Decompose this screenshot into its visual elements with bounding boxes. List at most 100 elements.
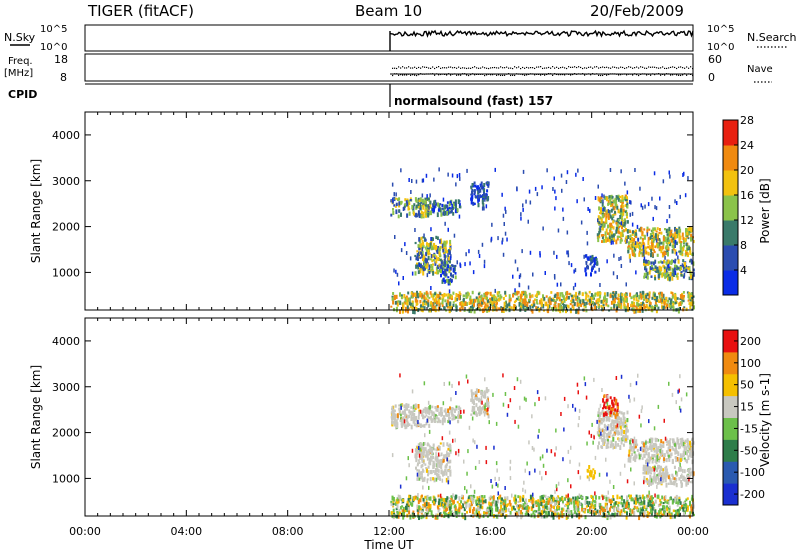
freq-point — [618, 67, 620, 69]
y-tick-label: 2000 — [52, 221, 80, 234]
heatmap-cell — [648, 228, 651, 231]
heatmap-cell — [391, 406, 394, 411]
heatmap-cell — [479, 188, 482, 193]
heatmap-cell — [598, 432, 601, 435]
heatmap-cell — [651, 481, 654, 485]
heatmap-cell — [447, 250, 450, 253]
heatmap-cell — [418, 515, 420, 521]
heatmap-cell — [508, 298, 511, 304]
heatmap-cell — [440, 464, 443, 470]
heatmap-cell — [644, 465, 647, 469]
heatmap-cell — [396, 272, 399, 277]
heatmap-cell — [415, 256, 418, 261]
heatmap-cell — [610, 440, 613, 444]
heatmap-cell — [687, 480, 689, 485]
heatmap-cell — [635, 454, 638, 459]
heatmap-cell — [533, 298, 536, 301]
heatmap-cell — [495, 297, 498, 301]
heatmap-cell — [461, 495, 464, 500]
heatmap-cell — [465, 294, 468, 299]
heatmap-cell — [522, 169, 525, 174]
heatmap-cell — [454, 208, 457, 214]
heatmap-cell — [440, 212, 443, 217]
heatmap-cell — [655, 444, 658, 448]
heatmap-cell — [660, 248, 663, 254]
heatmap-cell — [664, 472, 666, 477]
heatmap-cell — [391, 201, 394, 204]
heatmap-cell — [662, 471, 664, 477]
heatmap-cell — [671, 515, 674, 520]
colorbar-tick-label: 20 — [740, 164, 754, 177]
heatmap-cell — [607, 202, 610, 206]
heatmap-cell — [527, 285, 530, 290]
heatmap-cell — [615, 419, 618, 424]
heatmap-cell — [437, 246, 440, 251]
heatmap-cell — [639, 308, 641, 313]
heatmap-cell — [525, 294, 528, 299]
freq-point — [512, 74, 514, 76]
heatmap-cell — [423, 294, 426, 300]
heatmap-cell — [414, 306, 417, 309]
heatmap-cell — [504, 307, 507, 311]
heatmap-cell — [679, 301, 682, 306]
heatmap-cell — [427, 418, 430, 422]
heatmap-cell — [506, 303, 509, 309]
heatmap-cell — [405, 299, 408, 305]
heatmap-cell — [598, 197, 601, 203]
freq-tick-top: 18 — [54, 53, 68, 66]
heatmap-cell — [615, 199, 618, 205]
heatmap-cell — [410, 417, 413, 422]
heatmap-cell — [678, 443, 681, 446]
heatmap-cell — [604, 508, 607, 513]
heatmap-cell — [585, 309, 588, 313]
heatmap-cell — [410, 304, 412, 309]
heatmap-cell — [669, 234, 671, 237]
heatmap-cell — [619, 425, 622, 430]
heatmap-cell — [438, 412, 441, 416]
freq-point — [628, 66, 630, 68]
heatmap-cell — [536, 501, 539, 505]
heatmap-cell — [653, 250, 656, 254]
heatmap-cell — [549, 301, 552, 306]
heatmap-cell — [435, 416, 438, 420]
heatmap-cell — [602, 306, 605, 309]
heatmap-cell — [665, 245, 668, 249]
colorbar-swatch — [723, 270, 738, 296]
heatmap-cell — [621, 424, 624, 427]
heatmap-cell — [446, 442, 449, 447]
heatmap-cell — [685, 249, 687, 254]
heatmap-cell — [430, 286, 432, 290]
heatmap-cell — [665, 512, 667, 517]
heatmap-cell — [626, 216, 628, 219]
heatmap-cell — [683, 306, 686, 309]
heatmap-cell — [679, 501, 682, 505]
heatmap-cell — [516, 186, 518, 191]
heatmap-cell — [653, 503, 656, 507]
heatmap-cell — [539, 509, 541, 513]
heatmap-cell — [691, 494, 694, 499]
freq-point — [528, 67, 530, 69]
heatmap-cell — [431, 302, 434, 308]
heatmap-cell — [641, 449, 644, 452]
heatmap-cell — [687, 455, 690, 461]
heatmap-cell — [679, 453, 682, 459]
heatmap-cell — [610, 503, 612, 506]
heatmap-cell — [449, 277, 452, 282]
heatmap-cell — [444, 205, 447, 210]
heatmap-cell — [450, 409, 453, 413]
heatmap-cell — [683, 451, 686, 457]
heatmap-cell — [672, 269, 675, 274]
heatmap-cell — [491, 294, 494, 298]
heatmap-cell — [692, 268, 695, 272]
heatmap-cell — [661, 495, 664, 500]
heatmap-cell — [638, 305, 641, 309]
heatmap-cell — [632, 507, 635, 511]
heatmap-cell — [471, 391, 474, 396]
heatmap-cell — [671, 295, 674, 299]
heatmap-cell — [450, 504, 453, 510]
heatmap-cell — [463, 507, 466, 512]
heatmap-cell — [575, 291, 578, 296]
heatmap-cell — [466, 291, 469, 297]
heatmap-cell — [435, 293, 438, 299]
heatmap-cell — [498, 291, 501, 294]
